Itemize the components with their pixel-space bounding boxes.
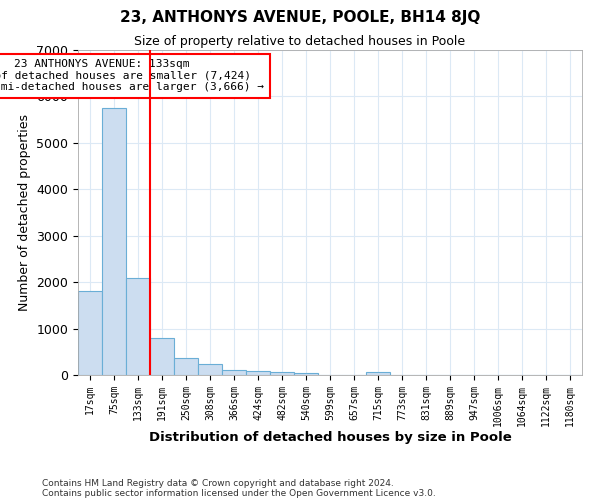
Bar	[126, 278, 150, 375]
Y-axis label: Number of detached properties: Number of detached properties	[18, 114, 31, 311]
Bar	[366, 372, 390, 375]
Bar	[150, 338, 174, 375]
Text: Contains HM Land Registry data © Crown copyright and database right 2024.: Contains HM Land Registry data © Crown c…	[42, 478, 394, 488]
Bar	[78, 292, 102, 375]
X-axis label: Distribution of detached houses by size in Poole: Distribution of detached houses by size …	[149, 432, 511, 444]
Bar	[102, 108, 126, 375]
Bar	[294, 372, 318, 375]
Bar	[174, 358, 198, 375]
Text: 23 ANTHONYS AVENUE: 133sqm
← 67% of detached houses are smaller (7,424)
33% of s: 23 ANTHONYS AVENUE: 133sqm ← 67% of deta…	[0, 60, 264, 92]
Bar	[222, 370, 246, 375]
Text: Contains public sector information licensed under the Open Government Licence v3: Contains public sector information licen…	[42, 488, 436, 498]
Bar	[246, 371, 270, 375]
Bar	[270, 372, 294, 375]
Bar	[198, 364, 222, 375]
Text: 23, ANTHONYS AVENUE, POOLE, BH14 8JQ: 23, ANTHONYS AVENUE, POOLE, BH14 8JQ	[120, 10, 480, 25]
Text: Size of property relative to detached houses in Poole: Size of property relative to detached ho…	[134, 35, 466, 48]
